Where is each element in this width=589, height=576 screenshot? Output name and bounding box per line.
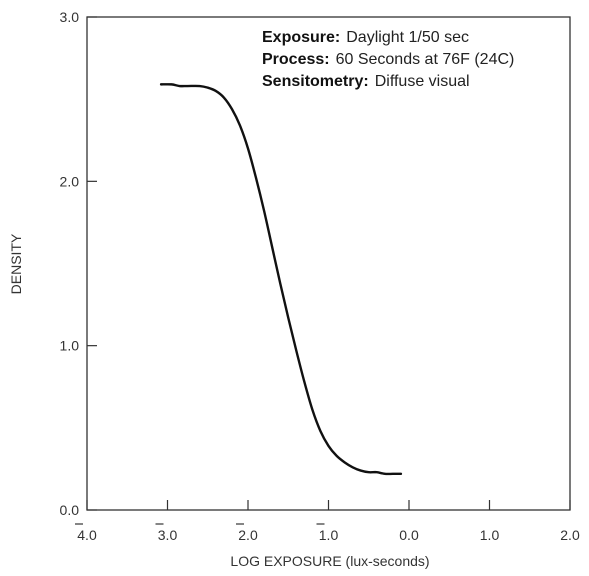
y-axis-title: DENSITY xyxy=(8,233,24,294)
x-tick-label: 2.0 xyxy=(238,527,258,543)
x-axis-title: LOG EXPOSURE (lux-seconds) xyxy=(230,553,429,569)
x-tick-label: 0.0 xyxy=(399,527,419,543)
x-tick-label: 1.0 xyxy=(319,527,339,543)
x-tick-label: 1.0 xyxy=(480,527,500,543)
y-tick-label: 0.0 xyxy=(60,502,80,518)
series-group xyxy=(159,83,403,476)
annotation-box: Exposure: Daylight 1/50 sec Process: 60 Sec… xyxy=(262,29,514,90)
x-tick-label: 2.0 xyxy=(560,527,580,543)
x-axis: 4.0 3.0 2.0 1.0 0.0 1.0 2.0 xyxy=(75,500,580,543)
y-axis: 0.0 1.0 2.0 3.0 xyxy=(60,9,97,518)
plot-area xyxy=(86,16,571,511)
y-tick-label: 2.0 xyxy=(60,173,80,189)
x-tick-label: 3.0 xyxy=(158,527,178,543)
annotation-label: Sensitometry: xyxy=(262,73,369,90)
x-tick-label: 4.0 xyxy=(77,527,97,543)
annotation-value: Diffuse visual xyxy=(375,73,470,90)
annotation-value: Daylight 1/50 sec xyxy=(346,29,469,46)
annotation-line: Exposure: Daylight 1/50 sec xyxy=(262,29,469,46)
density-curve-line xyxy=(159,83,403,476)
plot-border xyxy=(86,16,571,511)
annotation-value: 60 Seconds at 76F (24C) xyxy=(336,51,515,68)
annotation-line: Process: 60 Seconds at 76F (24C) xyxy=(262,51,514,68)
annotation-line: Sensitometry: Diffuse visual xyxy=(262,73,470,90)
annotation-label: Exposure: xyxy=(262,29,340,46)
annotation-label: Process: xyxy=(262,51,330,68)
y-tick-label: 3.0 xyxy=(60,9,80,25)
y-tick-label: 1.0 xyxy=(60,338,80,354)
